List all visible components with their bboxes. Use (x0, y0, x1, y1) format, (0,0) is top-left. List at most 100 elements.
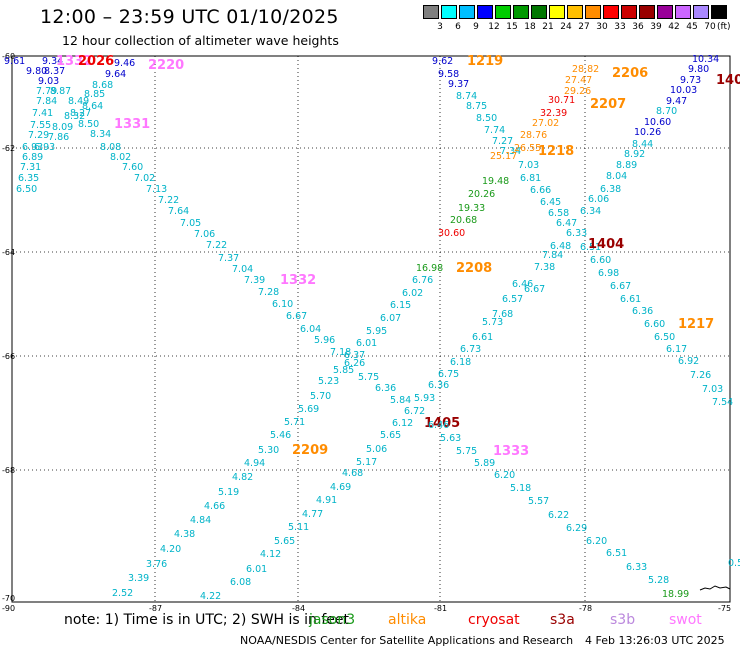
color-swatch (459, 5, 475, 19)
wave-height-label: 6.46 (428, 420, 449, 431)
color-scale-label: 21 (542, 22, 554, 32)
wave-height-label: 7.03 (518, 160, 539, 171)
wave-height-label: 6.67 (524, 284, 545, 295)
wave-height-label: 4.12 (260, 549, 281, 560)
wave-height-label: 8.75 (466, 101, 487, 112)
wave-height-label: 9.80 (26, 66, 47, 77)
wave-height-label: 6.29 (566, 523, 587, 534)
wave-height-label: 7.68 (492, 309, 513, 320)
wave-height-label: 19.33 (458, 203, 485, 214)
wave-height-label: 6.92 (678, 356, 699, 367)
wave-height-label: 6.75 (438, 369, 459, 380)
wave-height-label: 7.74 (484, 125, 505, 136)
wave-height-label: 6.08 (230, 577, 251, 588)
wave-height-label: 6.36 (375, 383, 396, 394)
color-swatch (603, 5, 619, 19)
wave-height-label: 6.61 (620, 294, 641, 305)
wave-height-label: 30.71 (548, 95, 575, 106)
wave-height-label: 7.64 (168, 206, 189, 217)
wave-height-label: 8.68 (92, 80, 113, 91)
wave-height-label: 7.60 (122, 162, 143, 173)
wave-height-label: 6.47 (556, 218, 577, 229)
wave-height-label: 7.28 (258, 287, 279, 298)
pass-time-label: 1405 (424, 416, 460, 431)
wave-height-label: 5.28 (648, 575, 669, 586)
wave-height-label: 3.39 (128, 573, 149, 584)
wave-height-label: 4.77 (302, 509, 323, 520)
wave-height-label: 5.23 (318, 376, 339, 387)
wave-height-label: 5.65 (274, 536, 295, 547)
wave-height-label: 6.93 (34, 142, 55, 153)
map-frame (11, 55, 731, 603)
wave-height-label: 6.51 (580, 242, 601, 253)
wave-height-label: 8.50 (476, 113, 497, 124)
wave-height-label: 8.92 (624, 149, 645, 160)
color-scale-label: 45 (686, 22, 698, 32)
wave-height-label: 7.22 (158, 195, 179, 206)
wave-height-label: 8.02 (110, 152, 131, 163)
pass-time-label: 1333 (493, 444, 529, 459)
wave-height-label: 6.89 (22, 152, 43, 163)
pass-time-label: 2209 (292, 443, 328, 458)
wave-height-label: 0.5 (728, 558, 740, 569)
longitude-label: -81 (434, 604, 447, 613)
wave-height-label: 6.50 (16, 184, 37, 195)
wave-height-label: 7.38 (534, 262, 555, 273)
credit-line: NOAA/NESDIS Center for Satellite Applica… (240, 634, 574, 647)
wave-height-label: 6.26 (344, 358, 365, 369)
wave-height-label: 6.60 (590, 255, 611, 266)
wave-height-label: 32.39 (540, 108, 567, 119)
wave-height-label: 7.31 (20, 162, 41, 173)
wave-height-label: 7.04 (232, 264, 253, 275)
wave-height-label: 6.81 (520, 173, 541, 184)
wave-height-label: 6.60 (644, 319, 665, 330)
wave-height-label: 6.02 (402, 288, 423, 299)
wave-height-label: 5.70 (310, 391, 331, 402)
wave-height-label: 6.45 (540, 197, 561, 208)
wave-height-label: 4.91 (316, 495, 337, 506)
wave-height-label: 28.82 (572, 64, 599, 75)
map-title: 12:00 – 23:59 UTC 01/10/2025 (40, 6, 339, 28)
color-scale-label: 24 (560, 22, 572, 32)
wave-height-label: 5.73 (482, 317, 503, 328)
wave-height-label: 2.52 (112, 588, 133, 599)
color-scale-unit: (ft) (717, 22, 731, 32)
wave-height-label: 4.82 (232, 472, 253, 483)
wave-height-label: 7.86 (48, 132, 69, 143)
footer-note: note: 1) Time is in UTC; 2) SWH is in fe… (64, 612, 350, 628)
wave-height-label: 6.66 (530, 185, 551, 196)
color-swatch (639, 5, 655, 19)
wave-height-label: 6.17 (666, 344, 687, 355)
pass-time-label: 1219 (467, 54, 503, 69)
wave-height-label: 5.30 (258, 445, 279, 456)
longitude-label: -75 (718, 604, 731, 613)
wave-height-label: 8.89 (616, 160, 637, 171)
color-swatch (675, 5, 691, 19)
wave-height-label: 6.35 (18, 173, 39, 184)
wave-height-label: 6.36 (428, 380, 449, 391)
wave-height-label: 7.27 (492, 136, 513, 147)
wave-height-label: 6.93 (22, 142, 43, 153)
color-scale-label: 70 (704, 22, 716, 32)
wave-height-label: 7.79 (36, 86, 57, 97)
wave-height-label: 8.85 (84, 89, 105, 100)
wave-height-label: 5.89 (474, 458, 495, 469)
wave-height-label: 7.34 (500, 146, 521, 157)
wave-height-label: 8.50 (78, 119, 99, 130)
wave-height-label: 10.26 (634, 127, 661, 138)
wave-height-label: 4.84 (190, 515, 211, 526)
wave-height-label: 6.48 (550, 241, 571, 252)
pass-time-label: 1332 (280, 273, 316, 288)
wave-height-label: 16.98 (416, 263, 443, 274)
wave-height-label: 7.03 (702, 384, 723, 395)
wave-height-label: 8.49 (68, 96, 89, 107)
wave-height-label: 5.18 (510, 483, 531, 494)
wave-height-label: 5.06 (366, 444, 387, 455)
wave-height-label: 4.38 (174, 529, 195, 540)
color-swatch (477, 5, 493, 19)
pass-time-label: 1331 (114, 117, 150, 132)
wave-height-label: 7.84 (542, 250, 563, 261)
wave-height-label: 7.18 (330, 347, 351, 358)
color-scale-label: 27 (578, 22, 590, 32)
color-swatch (441, 5, 457, 19)
